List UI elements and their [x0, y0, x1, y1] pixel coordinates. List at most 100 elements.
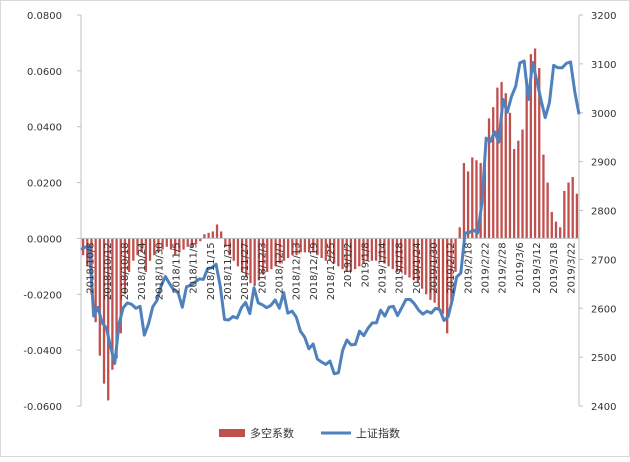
bar: [563, 190, 566, 239]
bar: [374, 238, 378, 261]
bar: [148, 238, 152, 261]
bar: [454, 238, 457, 272]
bar: [111, 238, 114, 370]
x-tick-label: 2019/1/14: [378, 242, 389, 293]
bar: [529, 54, 533, 239]
bar: [215, 224, 219, 239]
bar: [512, 149, 516, 239]
bar: [144, 238, 148, 272]
bar: [575, 193, 579, 239]
x-tick-label: 2018/11/27: [240, 242, 251, 300]
right-tick-label: 2900: [591, 158, 616, 169]
bar: [182, 238, 185, 250]
bar: [349, 238, 353, 272]
x-tick-label: 2018/12/19: [309, 242, 320, 300]
bar: [358, 238, 361, 267]
x-tick-label: 2019/1/18: [395, 242, 406, 293]
bar: [224, 238, 227, 247]
bar: [157, 238, 160, 253]
bar: [362, 238, 365, 264]
bar: [240, 238, 244, 272]
bar: [483, 154, 486, 239]
bar: [119, 238, 122, 334]
bar: [550, 211, 553, 239]
bar: [169, 238, 173, 250]
x-tick-label: 2019/2/28: [498, 242, 509, 293]
bar: [538, 68, 541, 239]
bar: [408, 238, 411, 278]
bar: [211, 231, 214, 239]
bar: [324, 238, 327, 261]
bar: [228, 238, 231, 256]
bar: [257, 238, 261, 281]
left-tick-label: 0.0400: [27, 123, 62, 134]
bar: [458, 227, 461, 239]
bar: [395, 238, 399, 272]
right-tick-label: 2500: [591, 353, 616, 364]
bar: [299, 238, 302, 253]
bar: [282, 238, 286, 261]
left-tick-label: 0.0600: [27, 67, 62, 78]
index-line: [80, 59, 581, 376]
x-tick-label: 2018/12/25: [326, 242, 337, 300]
bar: [379, 238, 382, 261]
legend: 多空系数 上证指数: [219, 426, 400, 440]
x-tick-label: 2018/10/8: [86, 242, 97, 293]
legend-label-bar: 多空系数: [250, 426, 294, 440]
bar: [186, 238, 189, 247]
bar: [521, 129, 524, 239]
right-tick-label: 3000: [591, 109, 616, 120]
x-tick-label: 2018/10/12: [103, 242, 114, 300]
x-tick-label: 2019/3/12: [532, 242, 543, 293]
bar: [500, 82, 503, 239]
bar: [274, 238, 277, 267]
bar: [249, 238, 252, 284]
bar: [261, 238, 265, 275]
bar: [115, 238, 118, 359]
bar: [190, 238, 194, 247]
bar: [425, 238, 428, 295]
bar: [446, 238, 449, 334]
axes: [77, 14, 583, 407]
x-tick-label: 2019/1/30: [429, 242, 440, 293]
bar: [437, 238, 440, 309]
bar: [232, 238, 235, 261]
line-series: [80, 59, 581, 376]
x-tick-label: 2018/12/3: [257, 242, 268, 293]
bar: [571, 176, 574, 239]
bar: [140, 238, 143, 253]
x-tick-label: 2019/3/18: [549, 242, 560, 293]
bar: [316, 238, 319, 256]
x-tick-label: 2018/11/15: [206, 242, 217, 300]
x-tick-label: 2019/3/6: [515, 242, 526, 287]
bar: [559, 227, 562, 239]
bar: [542, 154, 545, 239]
bar: [404, 238, 407, 275]
bar: [533, 48, 537, 239]
bar: [136, 238, 139, 256]
right-tick-label: 3100: [591, 60, 616, 71]
bar: [567, 182, 570, 239]
bar: [236, 238, 240, 267]
bar: [86, 238, 89, 267]
bar: [153, 238, 156, 256]
legend-swatch-bar: [219, 429, 245, 437]
bar: [462, 163, 466, 239]
right-tick-label: 2600: [591, 304, 616, 315]
left-tick-label: -0.0600: [23, 402, 62, 413]
x-tick-label: 2019/2/12: [446, 242, 457, 293]
bar: [245, 238, 248, 278]
bar: [546, 182, 549, 239]
bar: [94, 238, 97, 323]
right-tick-label: 2700: [591, 255, 616, 266]
bar: [420, 238, 424, 289]
bar: [127, 238, 131, 272]
x-tick-label: 2018/10/24: [137, 242, 148, 300]
bar: [203, 234, 206, 239]
bar: [270, 238, 273, 270]
x-tick-label: 2019/1/24: [412, 242, 423, 293]
bar: [433, 238, 436, 303]
bar: [517, 140, 520, 239]
bar: [496, 87, 499, 239]
bar: [492, 107, 495, 239]
